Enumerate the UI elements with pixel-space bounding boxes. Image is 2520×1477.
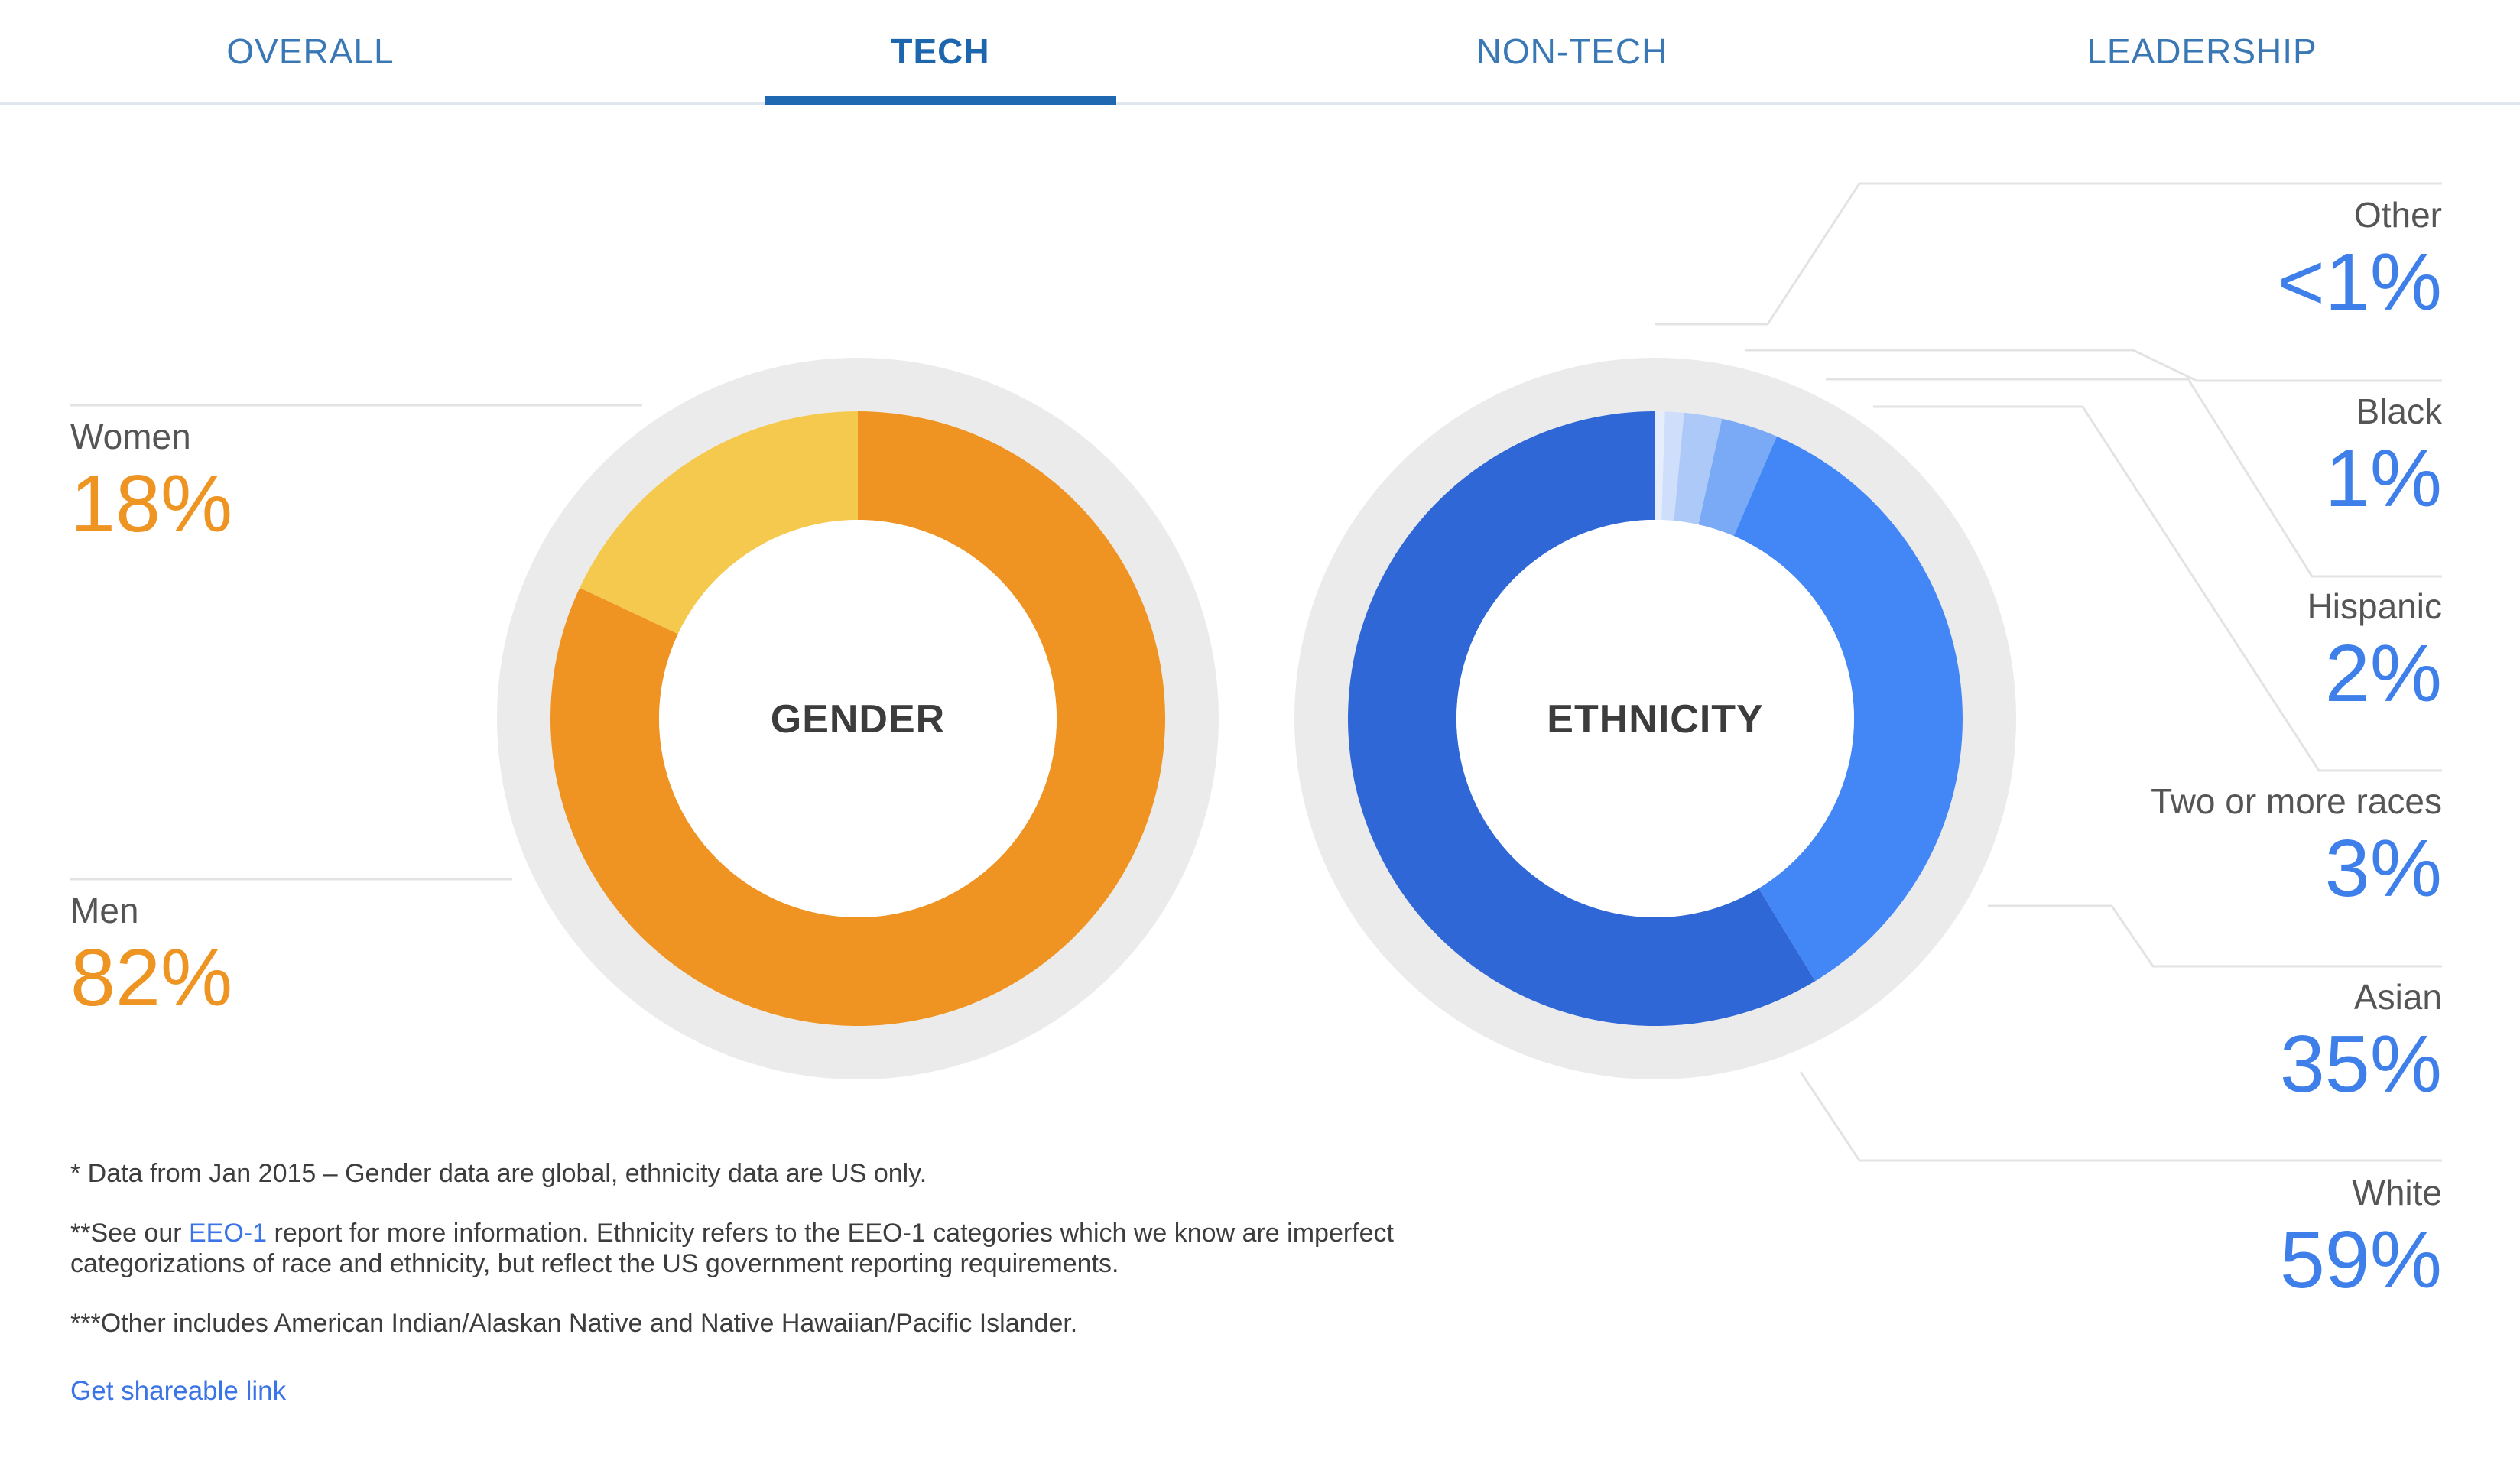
stat-women-label: Women xyxy=(70,417,191,456)
ethnicity-slice-black xyxy=(1661,411,1684,521)
gender-hole xyxy=(659,520,1057,917)
ethnicity-slice-hispanic xyxy=(1674,412,1723,525)
gender-center-label: GENDER xyxy=(771,697,945,742)
stat-hispanic-label: Hispanic xyxy=(2307,586,2442,626)
ethnicity-center-label: ETHNICITY xyxy=(1547,697,1763,742)
stat-black-value: 1% xyxy=(2324,433,2442,524)
stat-hispanic: Hispanic 2% xyxy=(2307,589,2442,714)
footnote-2-prefix: **See our xyxy=(70,1219,189,1248)
tab-overall[interactable]: OVERALL xyxy=(226,31,395,71)
leader-line-hispanic xyxy=(1826,378,2442,578)
gender-slice-women xyxy=(580,411,858,635)
leader-lines xyxy=(70,182,2442,1162)
leader-line-black xyxy=(1745,349,2442,382)
stat-black: Black 1% xyxy=(2325,394,2442,519)
tab-non-tech[interactable]: NON-TECH xyxy=(1476,31,1668,71)
gender-donut: GENDER xyxy=(497,358,1219,1079)
tab-bar: OVERALL TECH NON-TECH LEADERSHIP xyxy=(0,0,2520,105)
stat-two-or-more-label: Two or more races xyxy=(2151,781,2442,821)
ethnicity-donut: ETHNICITY xyxy=(1294,358,2016,1079)
ethnicity-slice-asian xyxy=(1733,436,1963,982)
stat-other-label: Other xyxy=(2353,195,2442,235)
leader-line-white xyxy=(1799,1071,2442,1162)
eeo1-link[interactable]: EEO-1 xyxy=(189,1219,268,1248)
ethnicity-slice-two-or-more xyxy=(1698,418,1777,537)
shareable-link[interactable]: Get shareable link xyxy=(70,1376,287,1406)
stat-men-label: Men xyxy=(70,891,139,930)
stat-asian-value: 35% xyxy=(2279,1019,2442,1109)
stat-women: Women 18% xyxy=(70,419,232,544)
footnotes: * Data from Jan 2015 – Gender data are g… xyxy=(70,1158,1523,1368)
stat-two-or-more-value: 3% xyxy=(2324,823,2442,914)
stat-white-value: 59% xyxy=(2279,1215,2442,1305)
stat-two-or-more: Two or more races 3% xyxy=(2151,784,2442,909)
ethnicity-slice-white xyxy=(1348,411,1816,1026)
gender-slice-men xyxy=(550,411,1166,1026)
footnote-1: * Data from Jan 2015 – Gender data are g… xyxy=(70,1159,927,1188)
stat-men-value: 82% xyxy=(70,933,233,1023)
leader-line-two-or-more xyxy=(1873,405,2442,772)
stat-hispanic-value: 2% xyxy=(2324,628,2442,719)
stat-white-label: White xyxy=(2352,1173,2442,1212)
stat-women-value: 18% xyxy=(70,459,233,549)
footnote-2-suffix: report for more information. Ethnicity r… xyxy=(70,1219,1394,1278)
ethnicity-hole xyxy=(1456,520,1854,917)
leader-line-asian xyxy=(1988,904,2442,968)
footnote-3: ***Other includes American Indian/Alaska… xyxy=(70,1309,1078,1338)
ethnicity-slice-other xyxy=(1655,411,1665,521)
stat-other: Other <1% xyxy=(2278,197,2442,323)
tab-leadership[interactable]: LEADERSHIP xyxy=(2086,31,2317,71)
stat-men: Men 82% xyxy=(70,893,232,1018)
stat-other-value: <1% xyxy=(2277,237,2442,327)
stat-white: White 59% xyxy=(2280,1175,2442,1300)
footnote-2: **See our EEO-1 report for more informat… xyxy=(70,1218,1523,1279)
stat-asian-label: Asian xyxy=(2353,977,2442,1017)
stat-black-label: Black xyxy=(2356,391,2442,431)
stat-asian: Asian 35% xyxy=(2280,979,2442,1105)
leader-line-other xyxy=(1655,182,2442,326)
tab-tech[interactable]: TECH xyxy=(765,0,1116,105)
